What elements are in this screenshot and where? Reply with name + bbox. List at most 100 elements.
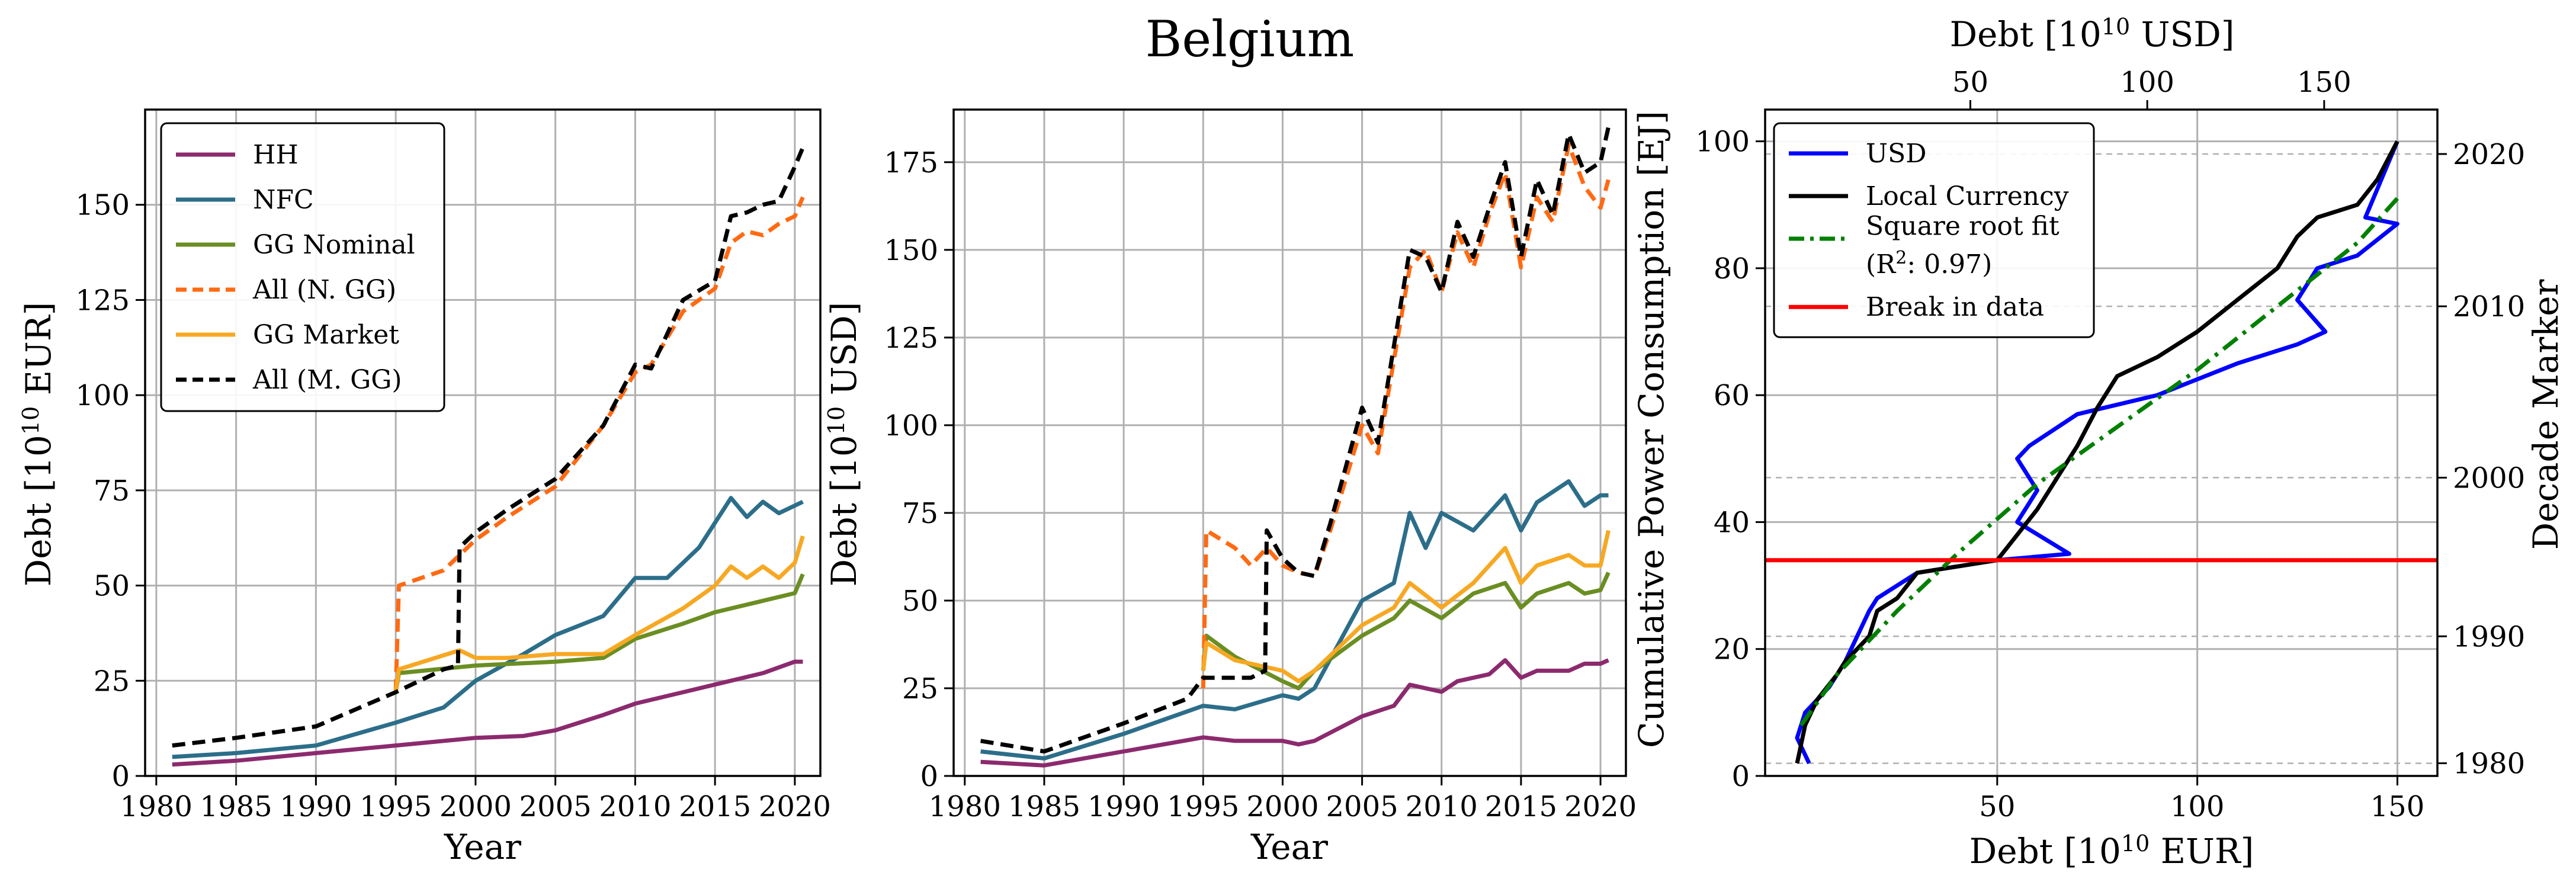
x-tick-label: 1985	[1008, 790, 1080, 823]
chart1-ylabel-sup: 10	[18, 406, 44, 435]
chart3-xlabel-sup: 10	[2121, 830, 2150, 856]
chart1-ylabel-post: EUR]	[18, 302, 59, 406]
x-tick-label: 2020	[1564, 790, 1637, 823]
x-tick-label: 100	[2170, 790, 2225, 823]
y-tick-label: 80	[1714, 252, 1750, 285]
y-tick-label: 40	[1714, 506, 1750, 539]
series-GG_Nominal	[1201, 572, 1611, 691]
y-tick-label: 100	[1695, 126, 1750, 159]
legend-label-Break: Break in data	[1866, 292, 2044, 322]
axes-frame	[952, 108, 1627, 777]
chart3-x2label-sup: 10	[2102, 14, 2130, 40]
y-tick-label: 25	[902, 672, 938, 705]
x2-tick-label: 150	[2297, 66, 2352, 99]
y-tick-label: 50	[94, 570, 130, 603]
y-tick-label: 20	[1714, 633, 1750, 666]
y2-tick-label: 2000	[2453, 461, 2525, 495]
legend-label-All_N_GG: All (N. GG)	[252, 275, 396, 305]
x-tick-label: 1980	[120, 790, 193, 823]
x-tick-label: 2010	[599, 790, 671, 823]
legend-label-Fit-line2: (R2: 0.97)	[1866, 248, 1992, 280]
series-All_M_GG	[980, 126, 1611, 754]
y-tick-label: 75	[94, 474, 130, 508]
x-tick-label: 1985	[200, 790, 272, 823]
y-tick-label: 50	[902, 585, 938, 618]
y-tick-label: 0	[111, 760, 130, 793]
chart3-xlabel: Debt [1010 EUR]	[1969, 830, 2254, 871]
x-tick-label: 2005	[519, 790, 592, 823]
chart3-x2label: Debt [1010 USD]	[1950, 14, 2235, 54]
x-tick-label: 2005	[1326, 790, 1398, 823]
x-tick-label: 1995	[1167, 790, 1239, 823]
y-tick-label: 175	[884, 146, 938, 179]
legend-label-GG_Market: GG Market	[253, 320, 399, 350]
y2-tick-label: 1980	[2453, 748, 2525, 781]
x-tick-label: 2020	[759, 790, 831, 823]
chart-power-vs-debt: 50 100 150 0 20 40 60 80 100 50 100 150 1980 1990 2000…	[1695, 66, 2525, 823]
legend-label-r2-post: : 0.97)	[1907, 249, 1992, 280]
series-NFC	[980, 479, 1609, 761]
series-NFC	[172, 496, 804, 759]
figure-title: Belgium	[1146, 10, 1355, 68]
legend-label-HH: HH	[253, 140, 299, 170]
y-tick-label: 75	[902, 497, 938, 530]
legend-label-NFC: NFC	[253, 185, 314, 215]
series-Fit	[1799, 197, 2399, 727]
chart2-xlabel: Year	[1250, 827, 1328, 867]
chart1-xlabel: Year	[444, 827, 521, 867]
legend-label-All_M_GG: All (M. GG)	[252, 365, 402, 395]
chart2-ylabel-post: USD]	[824, 302, 864, 406]
y2-tick-label: 2010	[2453, 290, 2525, 323]
chart1-ylabel-pre: Debt [10	[18, 435, 59, 586]
chart3-x2label-post: USD]	[2130, 14, 2234, 54]
x-tick-label: 1995	[360, 790, 432, 823]
x-tick-label: 2015	[1485, 790, 1557, 823]
series-group	[1765, 140, 2437, 765]
series-group	[980, 126, 1611, 768]
chart3-ylabel: Cumulative Power Consumption [EJ]	[1631, 111, 1672, 748]
x2-tick-label: 100	[2120, 66, 2174, 99]
chart-usd-debt: 1980 1985 1990 1995 2000 2005 2010 2015 2020 0 25 5…	[884, 108, 1637, 823]
axes-frame	[144, 108, 822, 777]
y-tick-label: 60	[1714, 379, 1750, 412]
y-tick-label: 150	[75, 189, 130, 222]
series-group	[172, 146, 805, 767]
legend-box	[160, 122, 445, 412]
legend-label-Local: Local Currency	[1866, 181, 2069, 211]
chart3-xlabel-pre: Debt [10	[1969, 831, 2121, 871]
series-Local	[1795, 140, 2399, 764]
legend-label-r2-sup: 2	[1895, 248, 1907, 268]
x-tick-label: 2015	[679, 790, 751, 823]
legend-label-GG_Nominal: GG Nominal	[253, 230, 415, 260]
series-All_M_GG	[172, 146, 805, 748]
x-tick-label: 1990	[280, 790, 352, 823]
legend-label-r2-pre: (R	[1866, 249, 1897, 280]
legend-label-Fit: Square root fit	[1866, 211, 2059, 241]
chart2-ylabel-sup: 10	[823, 406, 849, 435]
y-tick-label: 100	[75, 379, 130, 412]
chart2-ylabel: Debt [1010 USD]	[823, 302, 864, 587]
y-tick-label: 125	[75, 284, 130, 317]
x2-tick-label: 50	[1952, 66, 1988, 99]
y-tick-label: 25	[94, 665, 130, 698]
x-tick-label: 1990	[1087, 790, 1160, 823]
chart1-ylabel: Debt [1010 EUR]	[18, 302, 59, 586]
series-HH	[980, 658, 1609, 768]
chart3-x2label-pre: Debt [10	[1950, 14, 2102, 54]
series-GG_Market	[393, 535, 805, 693]
chart3-xlabel-post: EUR]	[2150, 831, 2254, 871]
series-HH	[172, 659, 803, 767]
axes-frame	[1764, 108, 2439, 777]
y-tick-label: 0	[920, 760, 938, 793]
x-tick-label: 1980	[929, 790, 1001, 823]
x-tick-label: 2000	[1246, 790, 1319, 823]
x-tick-label: 2000	[440, 790, 512, 823]
series-GG_Market	[1201, 530, 1611, 684]
y-tick-label: 0	[1731, 760, 1750, 793]
y2-tick-label: 2020	[2453, 138, 2525, 171]
chart-eur-debt: 1980 1985 1990 1995 2000 2005 2010 2015 2020 0 25 5…	[75, 108, 831, 823]
legend-label-USD: USD	[1866, 139, 1927, 169]
x-tick-label: 50	[1979, 790, 2015, 823]
x-tick-label: 2010	[1406, 790, 1478, 823]
